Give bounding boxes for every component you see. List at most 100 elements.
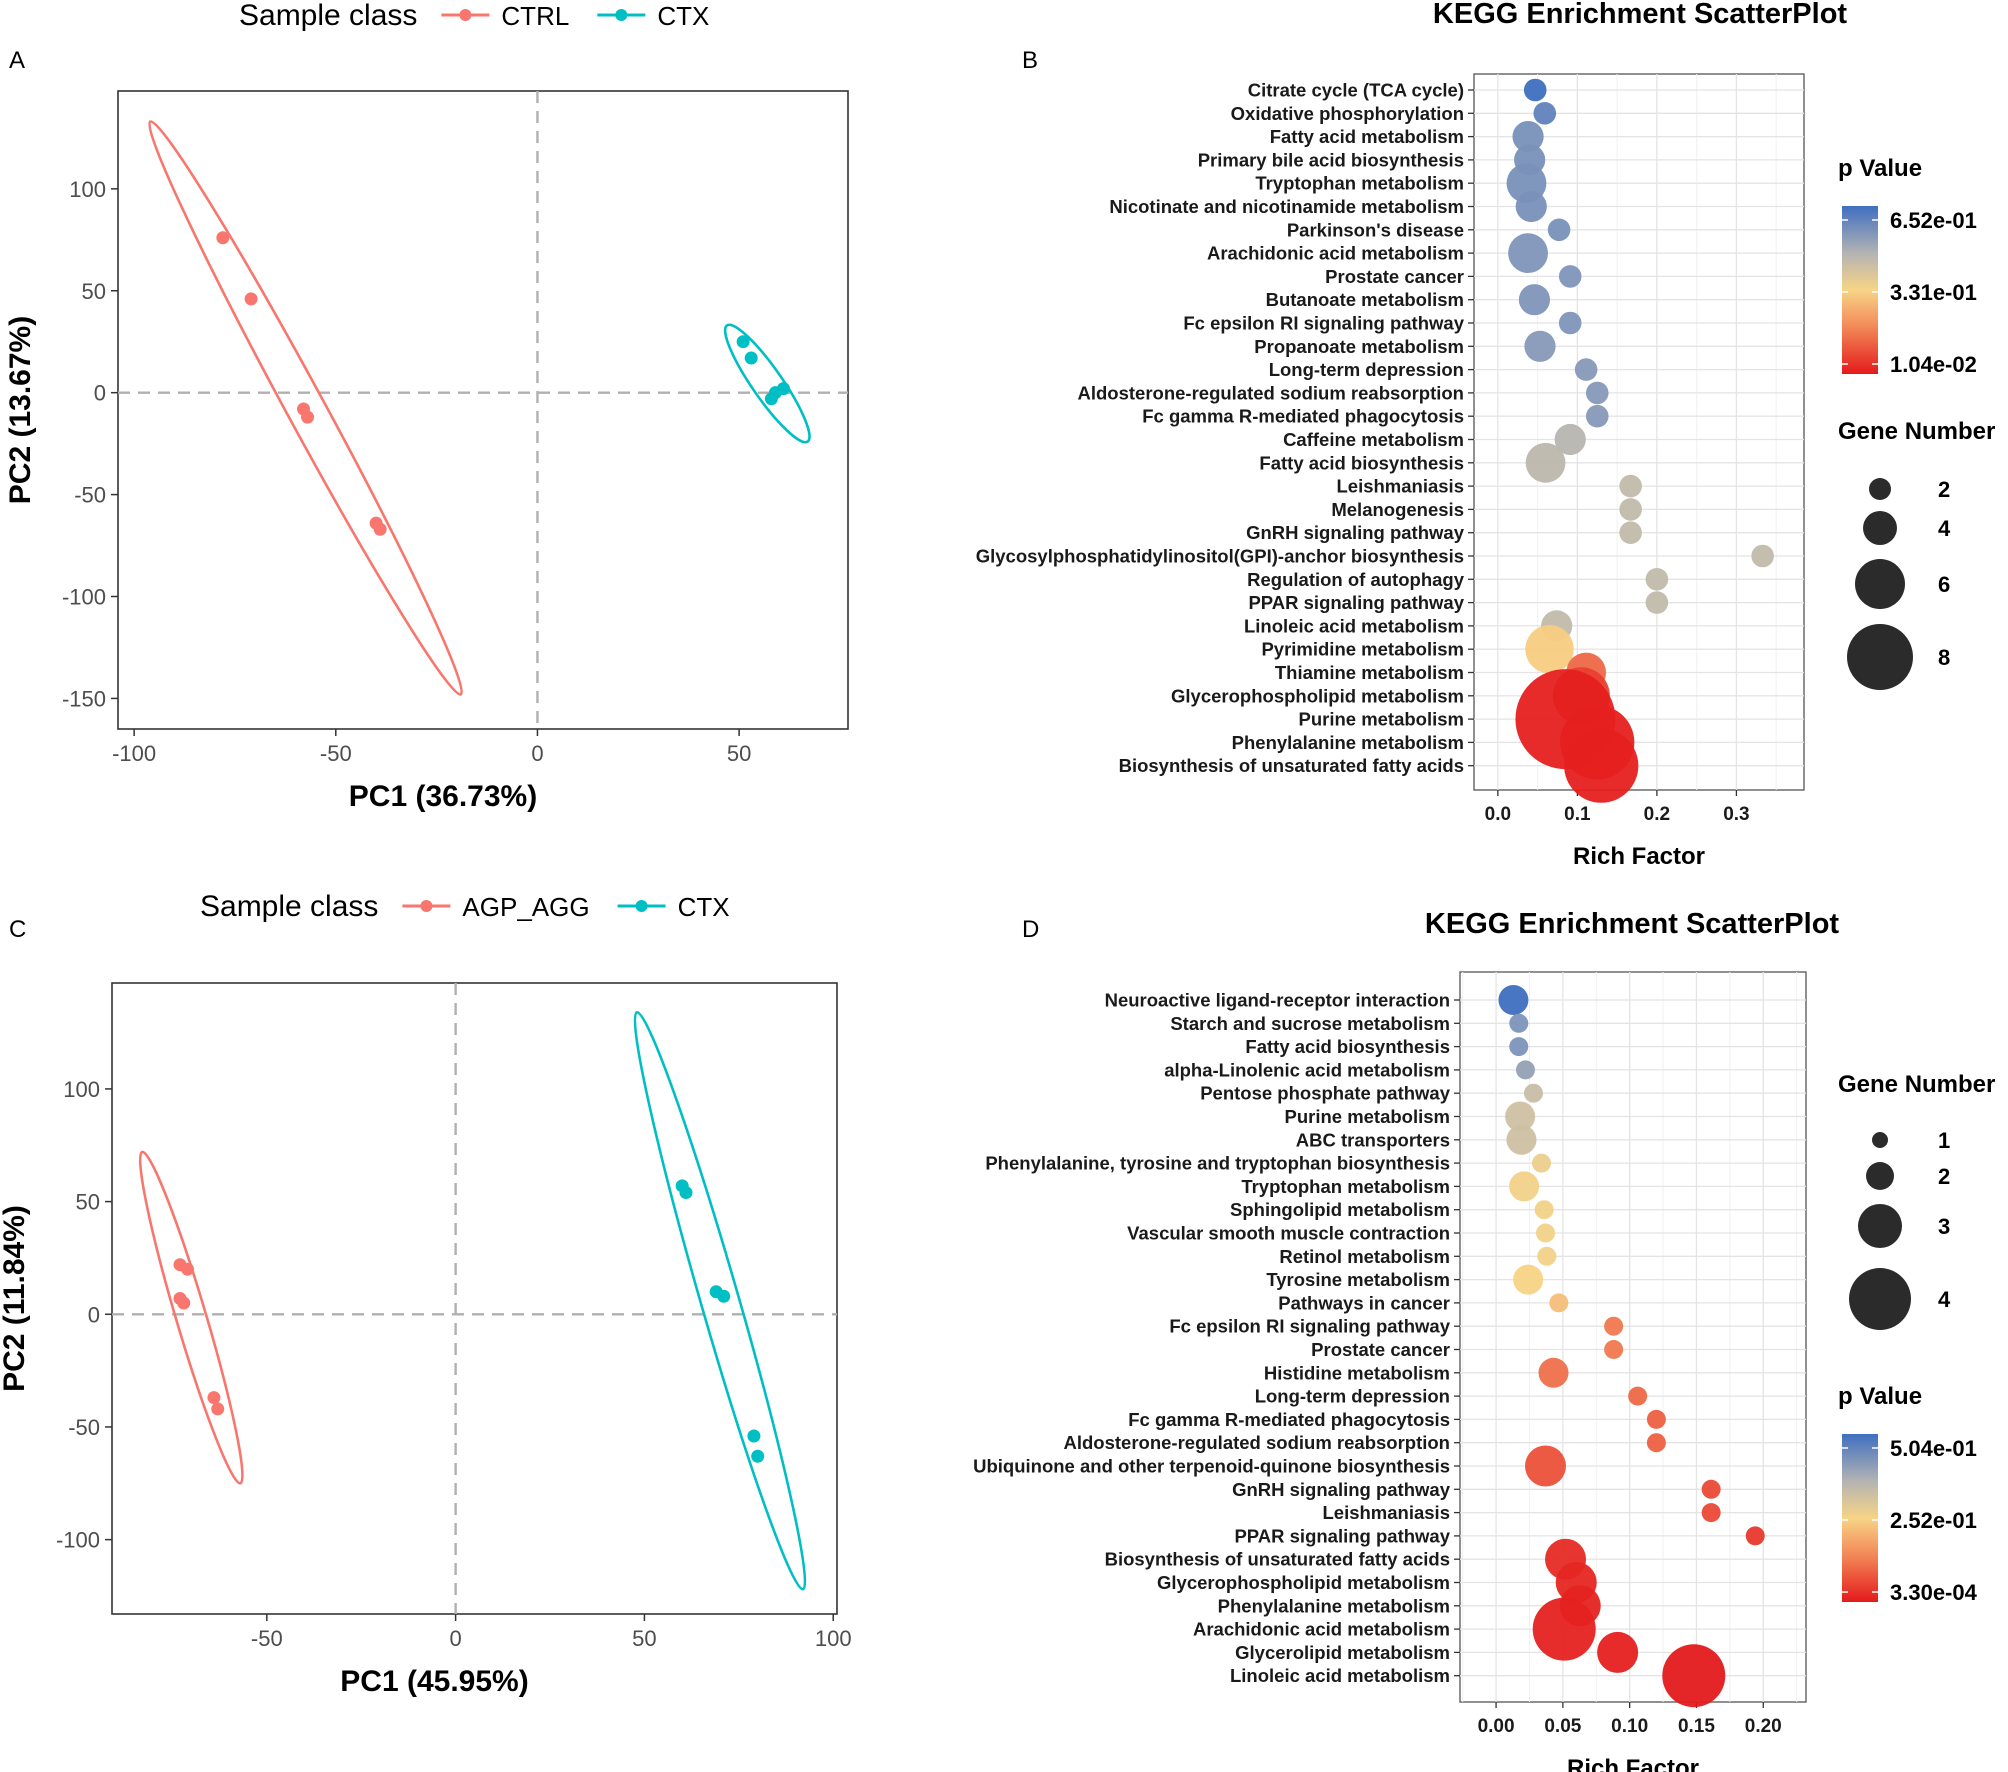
y-tick-label: -100 — [62, 585, 106, 610]
plot-frame — [111, 982, 838, 1615]
enrichment-bubble — [1646, 1409, 1666, 1429]
pathway-label: Glycosylphosphatidylinositol(GPI)-anchor… — [976, 546, 1464, 567]
legend-key-point — [420, 900, 433, 912]
pathway-label: Vascular smooth muscle contraction — [1127, 1223, 1450, 1244]
pathway-label: Pathways in cancer — [1278, 1292, 1450, 1313]
pathway-label: Tyrosine metabolism — [1266, 1269, 1450, 1290]
chart-title: KEGG Enrichment ScatterPlot — [1425, 908, 1839, 940]
x-tick-label: 0.00 — [1478, 1716, 1515, 1737]
pathway-label: Tryptophan metabolism — [1241, 1176, 1450, 1197]
enrichment-bubble — [1701, 1479, 1721, 1499]
y-tick-label: 100 — [69, 177, 106, 202]
pathway-label: Ubiquinone and other terpenoid-quinone b… — [973, 1456, 1450, 1477]
pathway-label: Biosynthesis of unsaturated fatty acids — [1105, 1549, 1450, 1570]
pathway-label: Pyrimidine metabolism — [1261, 639, 1464, 660]
confidence-ellipse-agp_agg — [138, 1150, 244, 1485]
pathway-label: Leishmaniasis — [1322, 1502, 1450, 1523]
size-legend-key — [1869, 478, 1891, 500]
color-legend-bar — [1842, 206, 1878, 374]
y-tick-label: -50 — [74, 483, 106, 508]
sample-point-agp_agg — [181, 1262, 195, 1276]
sample-point-agp_agg — [207, 1391, 221, 1405]
x-tick-label: 0 — [531, 741, 543, 766]
legend-item-ctx: CTX — [597, 1, 709, 31]
enrichment-bubble — [1508, 233, 1548, 273]
y-tick-label: 50 — [76, 1190, 100, 1215]
x-axis-title: PC1 (45.95%) — [340, 1665, 528, 1698]
sample-point-ctrl — [373, 522, 387, 536]
plot-frame — [1459, 971, 1807, 1703]
pathway-label: Fc gamma R-mediated phagocytosis — [1142, 406, 1464, 427]
color-legend-label: 5.04e-01 — [1890, 1436, 1977, 1461]
pathway-label: Aldosterone-regulated sodium reabsorptio… — [1064, 1432, 1451, 1453]
x-tick-label: 0.15 — [1678, 1716, 1715, 1737]
enrichment-bubble — [1645, 568, 1669, 591]
enrichment-bubble — [1619, 521, 1642, 544]
enrichment-bubble — [1512, 121, 1544, 153]
pathway-label: Prostate cancer — [1325, 266, 1464, 287]
pathway-label: Neuroactive ligand-receptor interaction — [1105, 990, 1450, 1011]
enrichment-bubble — [1574, 358, 1598, 381]
pathway-label: Linoleic acid metabolism — [1244, 615, 1464, 636]
pathway-label: ABC transporters — [1296, 1129, 1450, 1150]
color-legend-title: p Value — [1838, 155, 1922, 182]
pathway-label: Long-term depression — [1269, 359, 1464, 380]
pathway-label: Phenylalanine, tyrosine and tryptophan b… — [985, 1153, 1450, 1174]
enrichment-bubble — [1523, 1083, 1543, 1103]
sample-point-ctx — [747, 1429, 761, 1443]
pathway-label: Citrate cycle (TCA cycle) — [1248, 80, 1464, 101]
enrichment-bubble — [1701, 1503, 1721, 1523]
pathway-label: Prostate cancer — [1311, 1339, 1450, 1360]
size-legend-title: Gene Number — [1838, 1071, 1995, 1098]
size-legend-key — [1855, 559, 1905, 609]
size-legend-label: 2 — [1938, 1164, 1950, 1189]
color-legend-label: 3.30e-04 — [1890, 1580, 1978, 1605]
x-tick-label: 0.1 — [1564, 804, 1591, 825]
enrichment-bubble — [1525, 442, 1566, 483]
y-tick-label: 0 — [88, 1302, 100, 1327]
enrichment-bubble — [1604, 1316, 1624, 1336]
pathway-label: Nicotinate and nicotinamide metabolism — [1109, 196, 1464, 217]
pathway-label: alpha-Linolenic acid metabolism — [1164, 1059, 1450, 1080]
chart-title: KEGG Enrichment ScatterPlot — [1433, 0, 1847, 30]
enrichment-bubble — [1498, 985, 1529, 1015]
enrichment-bubble — [1513, 1264, 1544, 1295]
enrichment-bubble — [1532, 1597, 1596, 1661]
enrichment-bubble — [1564, 728, 1639, 803]
legend-key-point — [615, 9, 628, 21]
enrichment-bubble — [1619, 474, 1642, 498]
pathway-label: GnRH signaling pathway — [1232, 1479, 1451, 1500]
enrichment-bubble — [1538, 1357, 1569, 1388]
enrichment-bubble — [1558, 311, 1582, 335]
sample-point-ctx — [717, 1289, 731, 1303]
enrichment-bubble — [1531, 1153, 1551, 1173]
pathway-label: Retinol metabolism — [1279, 1246, 1450, 1267]
y-tick-label: 0 — [94, 381, 106, 406]
color-legend-label: 2.52e-01 — [1890, 1508, 1977, 1533]
x-tick-label: 50 — [632, 1626, 656, 1651]
enrichment-bubble — [1515, 1060, 1535, 1080]
pathway-label: Starch and sucrose metabolism — [1170, 1013, 1450, 1034]
legend-title: Sample class — [239, 0, 417, 32]
enrichment-bubble — [1645, 591, 1669, 614]
enrichment-bubble — [1619, 498, 1642, 521]
pathway-label: Fatty acid metabolism — [1270, 126, 1464, 147]
size-legend-key — [1866, 1162, 1894, 1190]
confidence-ellipse-ctrl — [148, 120, 464, 696]
pathway-label: GnRH signaling pathway — [1246, 522, 1465, 543]
plot-frame — [117, 90, 849, 730]
enrichment-bubble — [1751, 544, 1774, 568]
pathway-label: Glycerophospholipid metabolism — [1171, 685, 1464, 706]
enrichment-bubble — [1558, 265, 1582, 288]
legend-key-point — [459, 9, 472, 21]
enrichment-bubble — [1646, 1433, 1666, 1453]
enrichment-bubble — [1537, 1246, 1557, 1266]
legend-title: Sample class — [200, 890, 378, 923]
enrichment-bubble — [1547, 218, 1571, 242]
pathway-label: Melanogenesis — [1331, 499, 1464, 520]
pathway-label: Fatty acid biosynthesis — [1259, 452, 1464, 473]
pathway-label: PPAR signaling pathway — [1248, 592, 1464, 613]
confidence-ellipse-ctx — [633, 1010, 807, 1591]
pathway-label: Parkinson's disease — [1287, 219, 1464, 240]
